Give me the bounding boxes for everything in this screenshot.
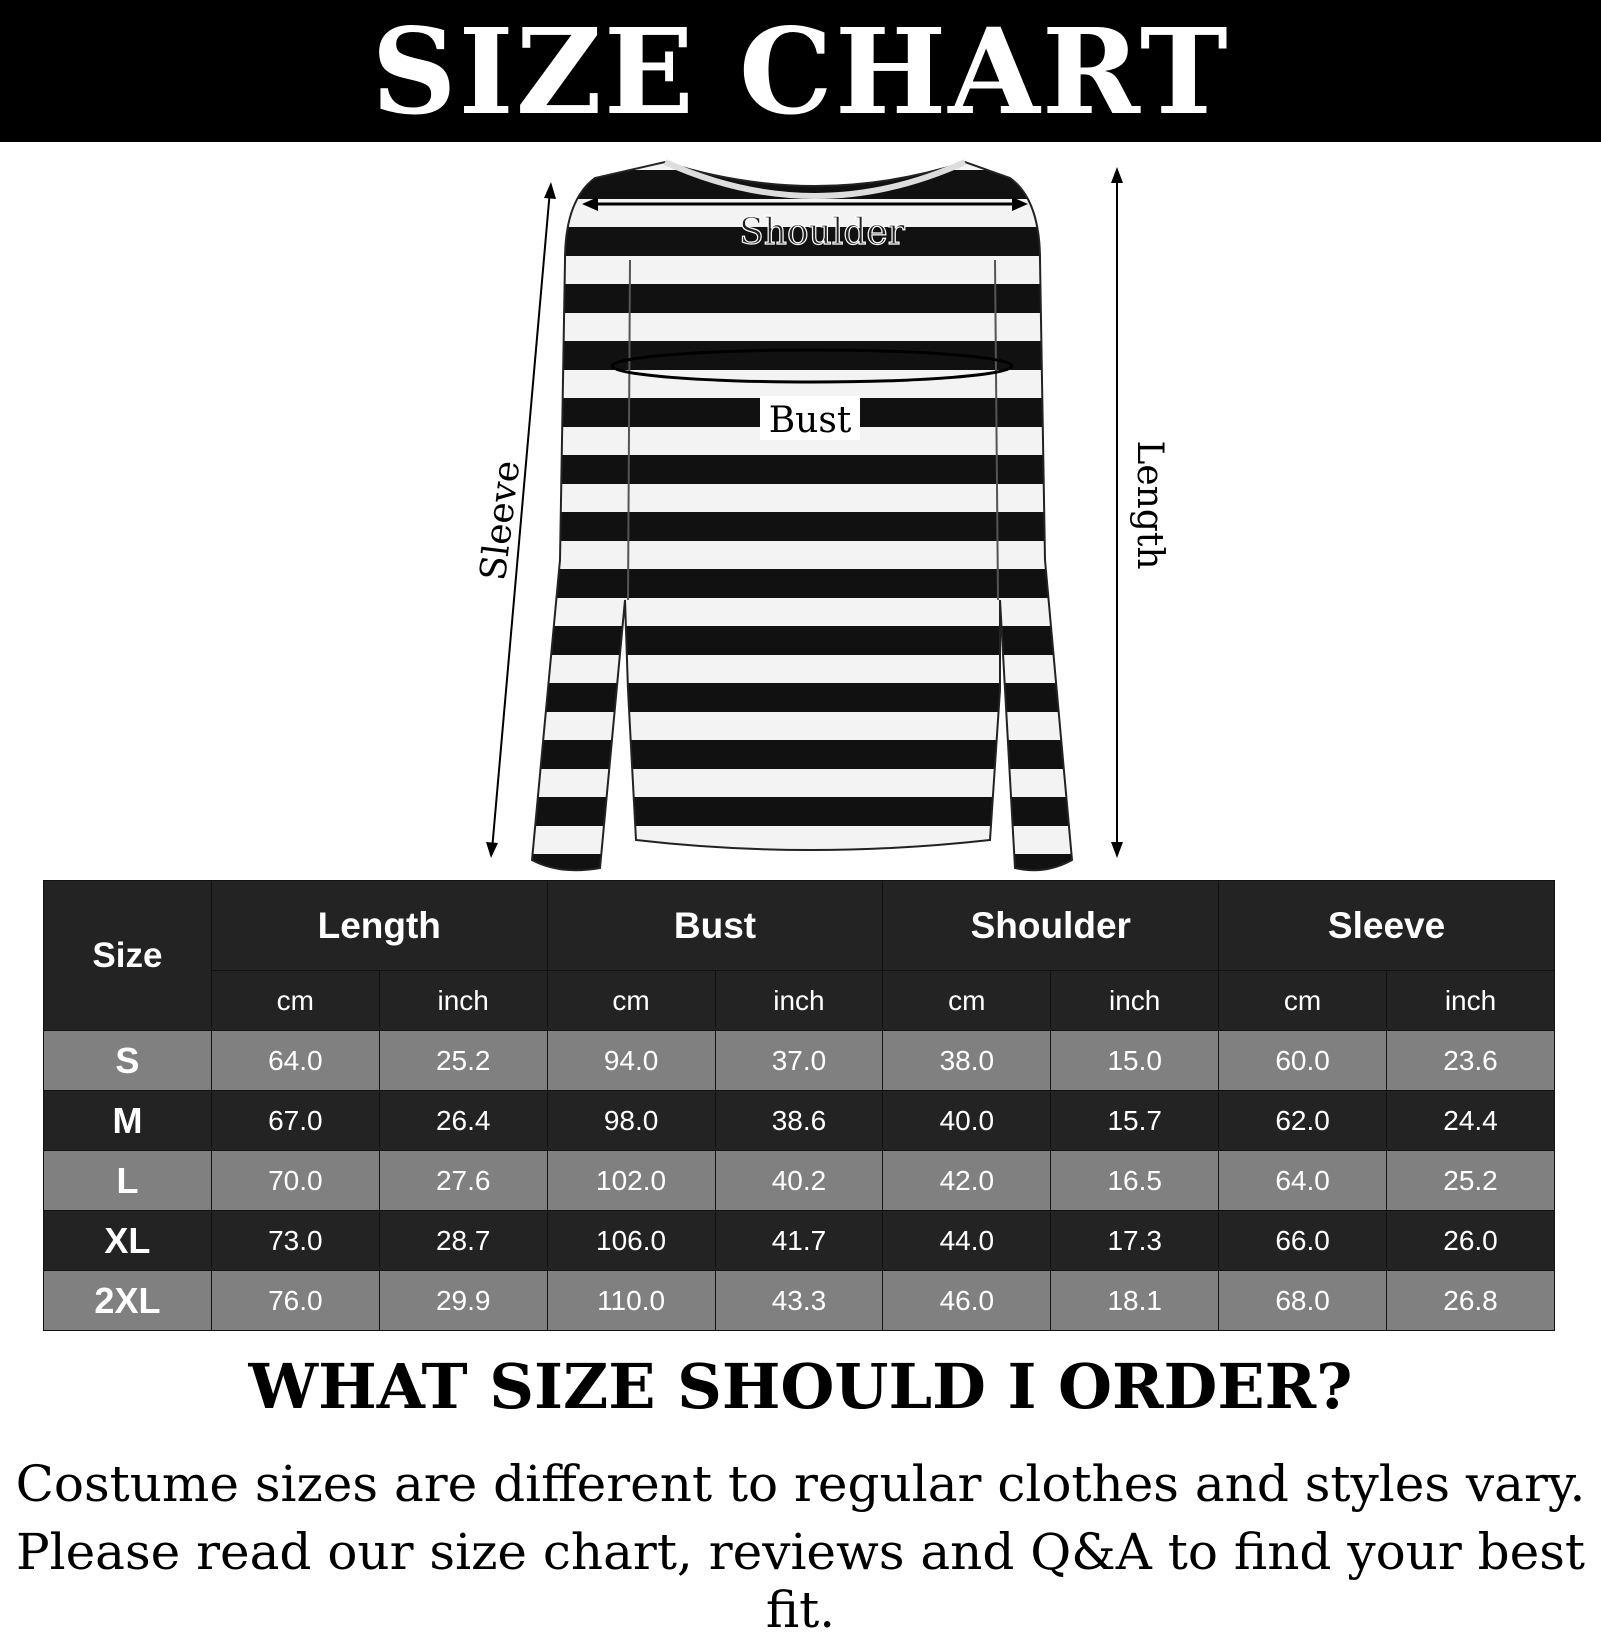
table-row: S 64.0 25.2 94.0 37.0 38.0 15.0 60.0 23.6 <box>43 1030 1555 1091</box>
value-cell: 38.6 <box>714 1090 884 1151</box>
sleeve-label: Sleeve <box>473 458 528 583</box>
value-cell: 102.0 <box>546 1150 716 1211</box>
value-cell: 28.7 <box>378 1210 548 1271</box>
value-cell: 25.2 <box>378 1030 548 1091</box>
size-cell: XL <box>43 1210 212 1271</box>
length-label: Length <box>1129 440 1170 569</box>
value-cell: 43.3 <box>714 1270 884 1331</box>
value-cell: 26.8 <box>1386 1270 1555 1331</box>
value-cell: 18.1 <box>1050 1270 1220 1331</box>
group-header-length: Length <box>210 880 548 971</box>
size-cell: S <box>43 1030 212 1091</box>
table-row: L 70.0 27.6 102.0 40.2 42.0 16.5 64.0 25.2 <box>43 1150 1555 1211</box>
value-cell: 68.0 <box>1218 1270 1387 1331</box>
value-cell: 44.0 <box>882 1210 1052 1271</box>
group-header-sleeve: Sleeve <box>1218 880 1555 971</box>
size-cell: M <box>43 1090 212 1151</box>
value-cell: 26.4 <box>378 1090 548 1151</box>
group-header-bust: Bust <box>546 880 884 971</box>
striped-shirt-image <box>530 159 1074 872</box>
sleeve-arrow <box>486 182 556 858</box>
bust-label: Bust <box>769 400 852 441</box>
value-cell: 17.3 <box>1050 1210 1220 1271</box>
value-cell: 24.4 <box>1386 1090 1555 1151</box>
value-cell: 76.0 <box>210 1270 380 1331</box>
value-cell: 15.7 <box>1050 1090 1220 1151</box>
unit-header: inch <box>378 970 548 1031</box>
table-row: XL 73.0 28.7 106.0 41.7 44.0 17.3 66.0 26.0 <box>43 1210 1555 1271</box>
value-cell: 40.2 <box>714 1150 884 1211</box>
unit-header: inch <box>1386 970 1555 1031</box>
value-cell: 70.0 <box>210 1150 380 1211</box>
note-line-2: Please read our size chart, reviews and … <box>15 1523 1586 1639</box>
bust-measure-ring <box>610 348 1014 384</box>
unit-header: inch <box>714 970 884 1031</box>
size-table: Size Length Bust Shoulder Sleeve cm inch c… <box>43 880 1555 1331</box>
value-cell: 37.0 <box>714 1030 884 1091</box>
value-cell: 73.0 <box>210 1210 380 1271</box>
value-cell: 98.0 <box>546 1090 716 1151</box>
value-cell: 106.0 <box>546 1210 716 1271</box>
shoulder-arrow <box>582 197 1028 211</box>
shirt-diagram: Shoulder Bust Sleeve Length <box>473 159 1170 872</box>
unit-header: cm <box>1218 970 1387 1031</box>
value-cell: 66.0 <box>1218 1210 1387 1271</box>
page-title: SIZE CHART <box>371 1 1230 141</box>
value-cell: 29.9 <box>378 1270 548 1331</box>
value-cell: 67.0 <box>210 1090 380 1151</box>
value-cell: 46.0 <box>882 1270 1052 1331</box>
value-cell: 16.5 <box>1050 1150 1220 1211</box>
value-cell: 62.0 <box>1218 1090 1387 1151</box>
table-row: 2XL 76.0 29.9 110.0 43.3 46.0 18.1 68.0 26.8 <box>43 1270 1555 1331</box>
size-header: Size <box>43 880 212 1031</box>
unit-header: inch <box>1050 970 1220 1031</box>
value-cell: 15.0 <box>1050 1030 1220 1091</box>
value-cell: 40.0 <box>882 1090 1052 1151</box>
length-arrow <box>1111 167 1123 858</box>
value-cell: 23.6 <box>1386 1030 1555 1091</box>
size-cell: L <box>43 1150 212 1211</box>
value-cell: 42.0 <box>882 1150 1052 1211</box>
table-row: M 67.0 26.4 98.0 38.6 40.0 15.7 62.0 24.4 <box>43 1090 1555 1151</box>
value-cell: 26.0 <box>1386 1210 1555 1271</box>
unit-header: cm <box>882 970 1052 1031</box>
bust-label-bg <box>760 396 860 440</box>
value-cell: 25.2 <box>1386 1150 1555 1211</box>
question-heading: WHAT SIZE SHOULD I ORDER? <box>248 1350 1353 1423</box>
unit-header: cm <box>210 970 380 1031</box>
value-cell: 64.0 <box>1218 1150 1387 1211</box>
unit-header: cm <box>546 970 716 1031</box>
value-cell: 110.0 <box>546 1270 716 1331</box>
shoulder-label: Shoulder <box>739 212 906 253</box>
value-cell: 38.0 <box>882 1030 1052 1091</box>
value-cell: 60.0 <box>1218 1030 1387 1091</box>
size-cell: 2XL <box>43 1270 212 1331</box>
value-cell: 94.0 <box>546 1030 716 1091</box>
value-cell: 41.7 <box>714 1210 884 1271</box>
title-banner: SIZE CHART <box>0 0 1601 142</box>
value-cell: 27.6 <box>378 1150 548 1211</box>
note-line-1: Costume sizes are different to regular c… <box>15 1455 1586 1513</box>
value-cell: 64.0 <box>210 1030 380 1091</box>
group-header-shoulder: Shoulder <box>882 880 1220 971</box>
